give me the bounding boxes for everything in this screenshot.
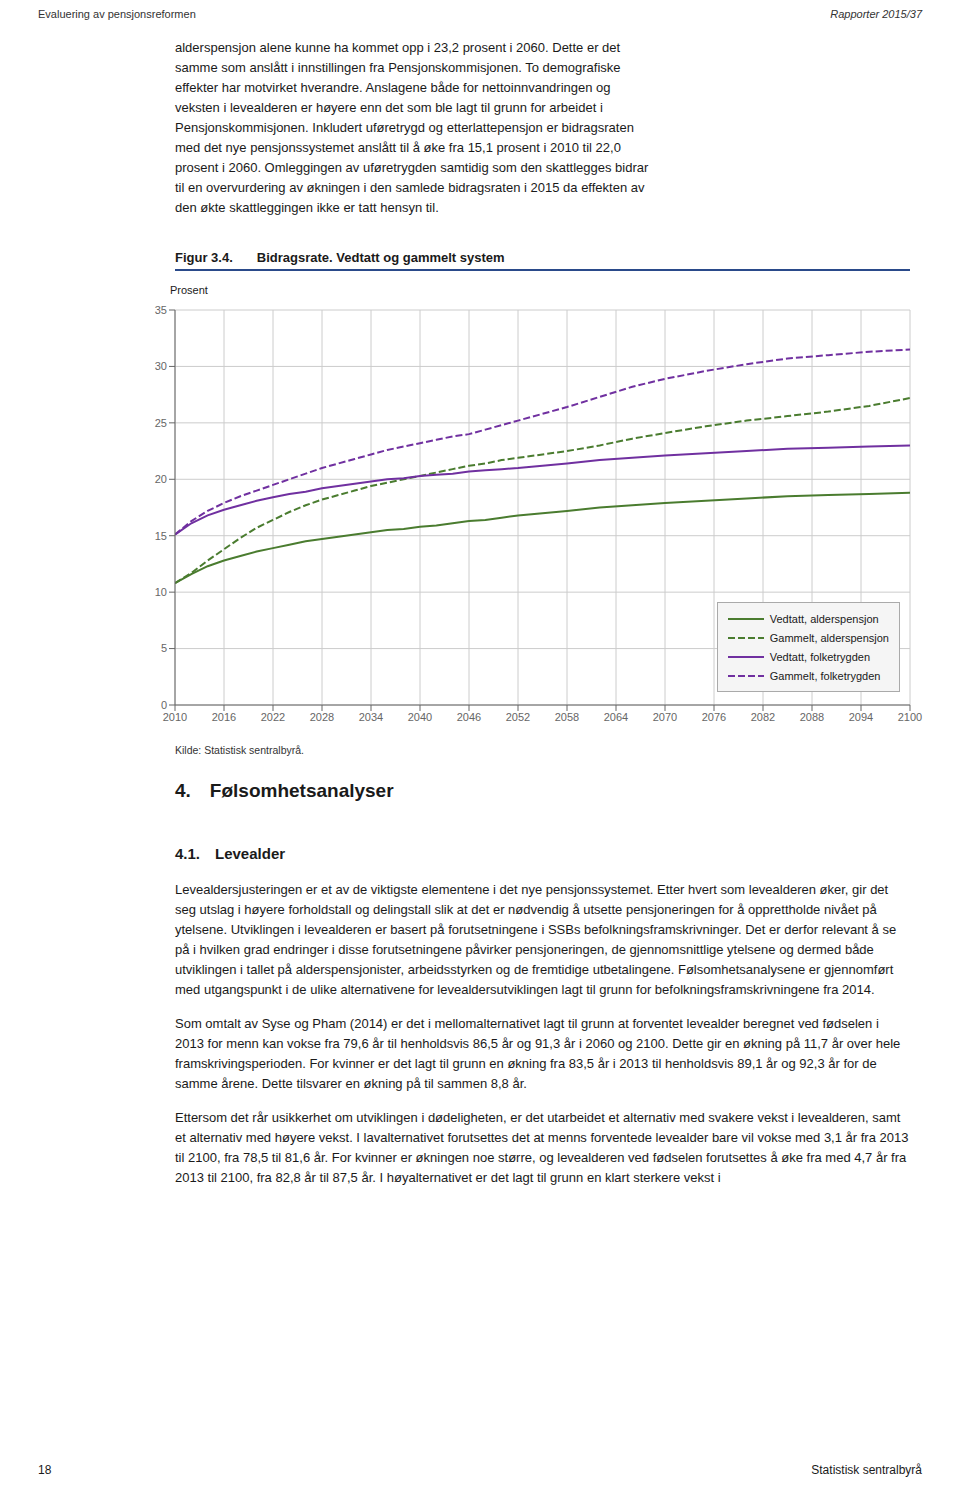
html-text:Statistisk sentralbyrå: Statistisk sentralbyrå	[811, 1463, 922, 1477]
svg-text:35: 35	[155, 304, 167, 316]
html-text:Rapporter 2015/37: Rapporter 2015/37	[830, 8, 922, 20]
html-text:Ettersom det rår usikkerhet om: Ettersom det rår usikkerhet om utvikling…	[175, 1110, 909, 1185]
html-text:Pensjonskommisjonen. Inkludert: Pensjonskommisjonen. Inkludert uføretryg…	[175, 120, 634, 135]
svg-text:2082: 2082	[751, 711, 775, 723]
svg-text:10: 10	[155, 586, 167, 598]
html-text:prosent i 2060. Omleggingen av: prosent i 2060. Omleggingen av uføretryg…	[175, 160, 649, 175]
svg-text:15: 15	[155, 530, 167, 542]
svg-text:2028: 2028	[310, 711, 334, 723]
html-text:Gammelt, folketrygden: Gammelt, folketrygden	[769, 669, 881, 682]
svg-text:2088: 2088	[800, 711, 824, 723]
html-text:Evaluering av pensjonsreformen: Evaluering av pensjonsreformen	[38, 8, 196, 20]
svg-text:2046: 2046	[457, 711, 481, 723]
html-text:Vedtatt, alderspensjon: Vedtatt, alderspensjon	[769, 612, 879, 625]
svg-text:2100: 2100	[898, 711, 922, 723]
svg-text:2022: 2022	[261, 711, 285, 723]
html-text:4. Følsomhetsanalyser: 4. Følsomhetsanalyser	[175, 780, 394, 801]
html-text:til en overvurdering av økning: til en overvurdering av økningen i den s…	[175, 180, 645, 195]
svg-text:0: 0	[161, 699, 167, 711]
html-text:Figur 3.4.: Figur 3.4.	[175, 250, 233, 265]
html-text:Som omtalt av Syse og Pham (20: Som omtalt av Syse og Pham (2014) er det…	[175, 1016, 901, 1091]
svg-text:2070: 2070	[653, 711, 677, 723]
svg-text:2016: 2016	[212, 711, 236, 723]
html-text:Bidragsrate. Vedtatt og gammel: Bidragsrate. Vedtatt og gammelt system	[256, 250, 505, 265]
html-text:alderspensjon alene kunne ha k: alderspensjon alene kunne ha kommet opp …	[175, 40, 621, 55]
html-text:Kilde: Statistisk sentralbyrå.: Kilde: Statistisk sentralbyrå.	[175, 744, 304, 756]
svg-text:5: 5	[161, 642, 167, 654]
html-text:den økte skattleggingen ikke e: den økte skattleggingen ikke er tatt hen…	[175, 200, 439, 215]
svg-text:2052: 2052	[506, 711, 530, 723]
svg-text:2040: 2040	[408, 711, 432, 723]
svg-text:2010: 2010	[163, 711, 187, 723]
html-text:samme som anslått i innstillin: samme som anslått i innstillingen fra Pe…	[175, 60, 621, 75]
html-text:med det nye pensjonssystemet a: med det nye pensjonssystemet anslått til…	[175, 140, 621, 155]
svg-text:30: 30	[155, 360, 167, 372]
html-text:Gammelt, alderspensjon: Gammelt, alderspensjon	[769, 631, 889, 644]
svg-text:2034: 2034	[359, 711, 383, 723]
svg-text:2076: 2076	[702, 711, 726, 723]
svg-text:2094: 2094	[849, 711, 873, 723]
html-text:veksten i levealderen er høyer: veksten i levealderen er høyere enn det …	[175, 100, 603, 115]
svg-text:2064: 2064	[604, 711, 628, 723]
svg-text:20: 20	[155, 473, 167, 485]
html-text:4.1. Levealder: 4.1. Levealder	[175, 845, 286, 862]
html-text:Levealdersjusteringen er et av: Levealdersjusteringen er et av de viktig…	[175, 882, 897, 997]
html-text:effekter har motvirket hverand: effekter har motvirket hverandre. Anslag…	[175, 80, 611, 95]
html-text:18: 18	[38, 1463, 52, 1477]
html-text:Prosent: Prosent	[170, 284, 208, 296]
html-text:Vedtatt, folketrygden: Vedtatt, folketrygden	[769, 650, 871, 663]
svg-text:25: 25	[155, 417, 167, 429]
svg-text:2058: 2058	[555, 711, 579, 723]
